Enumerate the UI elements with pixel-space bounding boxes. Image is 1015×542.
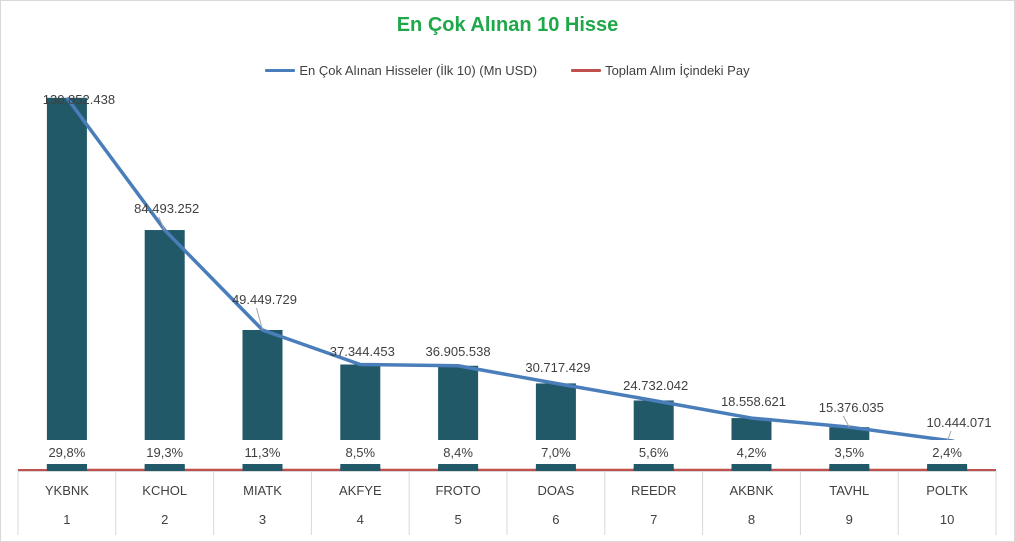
share-label-box-reedr [632, 440, 675, 464]
share-label-box-froto [437, 440, 480, 464]
share-bar-ykbnk [46, 461, 87, 471]
value-label-froto: 36.905.538 [426, 344, 491, 359]
rank-label-5: 5 [454, 512, 461, 527]
share-bar-kchol [144, 464, 185, 471]
value-label-miatk: 49.449.729 [232, 292, 297, 307]
share-label-box-akfye [339, 440, 382, 464]
share-label-ykbnk: 29,8% [48, 445, 85, 460]
legend-swatch-volume [265, 68, 296, 72]
tick-label-kchol: KCHOL [142, 483, 187, 498]
rank-label-4: 4 [357, 512, 364, 527]
share-label-akfye: 8,5% [345, 445, 375, 460]
share-bar-akfye [340, 467, 381, 471]
rank-label-3: 3 [259, 512, 266, 527]
bar-kchol [144, 230, 185, 471]
share-label-box-tavhl [828, 440, 871, 464]
rank-label-6: 6 [552, 512, 559, 527]
legend-item-volume: En Çok Alınan Hisseler (İlk 10) (Mn USD) [265, 63, 537, 78]
share-label-akbnk: 4,2% [737, 445, 767, 460]
share-label-box-miatk [241, 440, 284, 464]
value-label-ykbnk: 130.852.438 [43, 92, 115, 107]
legend-swatch-share [571, 68, 602, 72]
leader-line-poltk [946, 430, 952, 442]
value-label-tavhl: 15.376.035 [819, 400, 884, 415]
share-label-reedr: 5,6% [639, 445, 669, 460]
share-bar-poltk [927, 467, 968, 471]
value-label-doas: 30.717.429 [525, 360, 590, 375]
value-label-akbnk: 18.558.621 [721, 394, 786, 409]
legend: En Çok Alınan Hisseler (İlk 10) (Mn USD)… [0, 61, 1015, 79]
share-label-box-ykbnk [45, 440, 88, 464]
share-bar-doas [535, 467, 576, 471]
tick-label-ykbnk: YKBNK [45, 483, 89, 498]
share-label-box-poltk [926, 440, 969, 464]
leader-line-miatk [256, 307, 263, 331]
share-label-kchol: 19,3% [146, 445, 183, 460]
series-line-volume [65, 96, 955, 443]
value-label-akfye: 37.344.453 [330, 344, 395, 359]
bar-ykbnk [46, 97, 87, 471]
tick-label-doas: DOAS [537, 483, 574, 498]
value-label-poltk: 10.444.071 [927, 415, 992, 430]
rank-label-9: 9 [846, 512, 853, 527]
share-label-miatk: 11,3% [245, 445, 281, 460]
share-label-box-kchol [143, 440, 186, 464]
share-bar-akbnk [731, 467, 772, 471]
rank-label-1: 1 [63, 512, 70, 527]
share-label-box-doas [534, 440, 577, 464]
tick-label-poltk: POLTK [926, 483, 968, 498]
share-bar-tavhl [829, 467, 870, 471]
value-label-kchol: 84.493.252 [134, 201, 199, 216]
tick-label-froto: FROTO [435, 483, 480, 498]
tick-label-akbnk: AKBNK [729, 483, 773, 498]
leader-line-kchol [158, 216, 166, 231]
tick-label-reedr: REEDR [631, 483, 677, 498]
tick-label-tavhl: TAVHL [829, 483, 869, 498]
rank-label-8: 8 [748, 512, 755, 527]
legend-label-volume: En Çok Alınan Hisseler (İlk 10) (Mn USD) [299, 62, 538, 78]
share-label-froto: 8,4% [443, 445, 473, 460]
value-label-reedr: 24.732.042 [623, 378, 688, 393]
tick-label-miatk: MIATK [243, 483, 282, 498]
tick-label-akfye: AKFYE [339, 483, 382, 498]
share-bar-reedr [633, 467, 674, 471]
share-label-box-akbnk [730, 440, 773, 464]
share-label-tavhl: 3,5% [834, 445, 864, 460]
leader-line-tavhl [842, 415, 850, 428]
share-bar-miatk [242, 467, 283, 471]
legend-item-share: Toplam Alım İçindeki Pay [571, 63, 750, 78]
share-label-doas: 7,0% [541, 445, 571, 460]
rank-label-2: 2 [161, 512, 168, 527]
share-label-poltk: 2,4% [932, 445, 962, 460]
rank-label-7: 7 [650, 512, 657, 527]
legend-label-share: Toplam Alım İçindeki Pay [605, 62, 750, 78]
rank-label-10: 10 [940, 512, 954, 527]
chart-title: En Çok Alınan 10 Hisse [396, 14, 619, 36]
share-bar-froto [438, 467, 479, 471]
